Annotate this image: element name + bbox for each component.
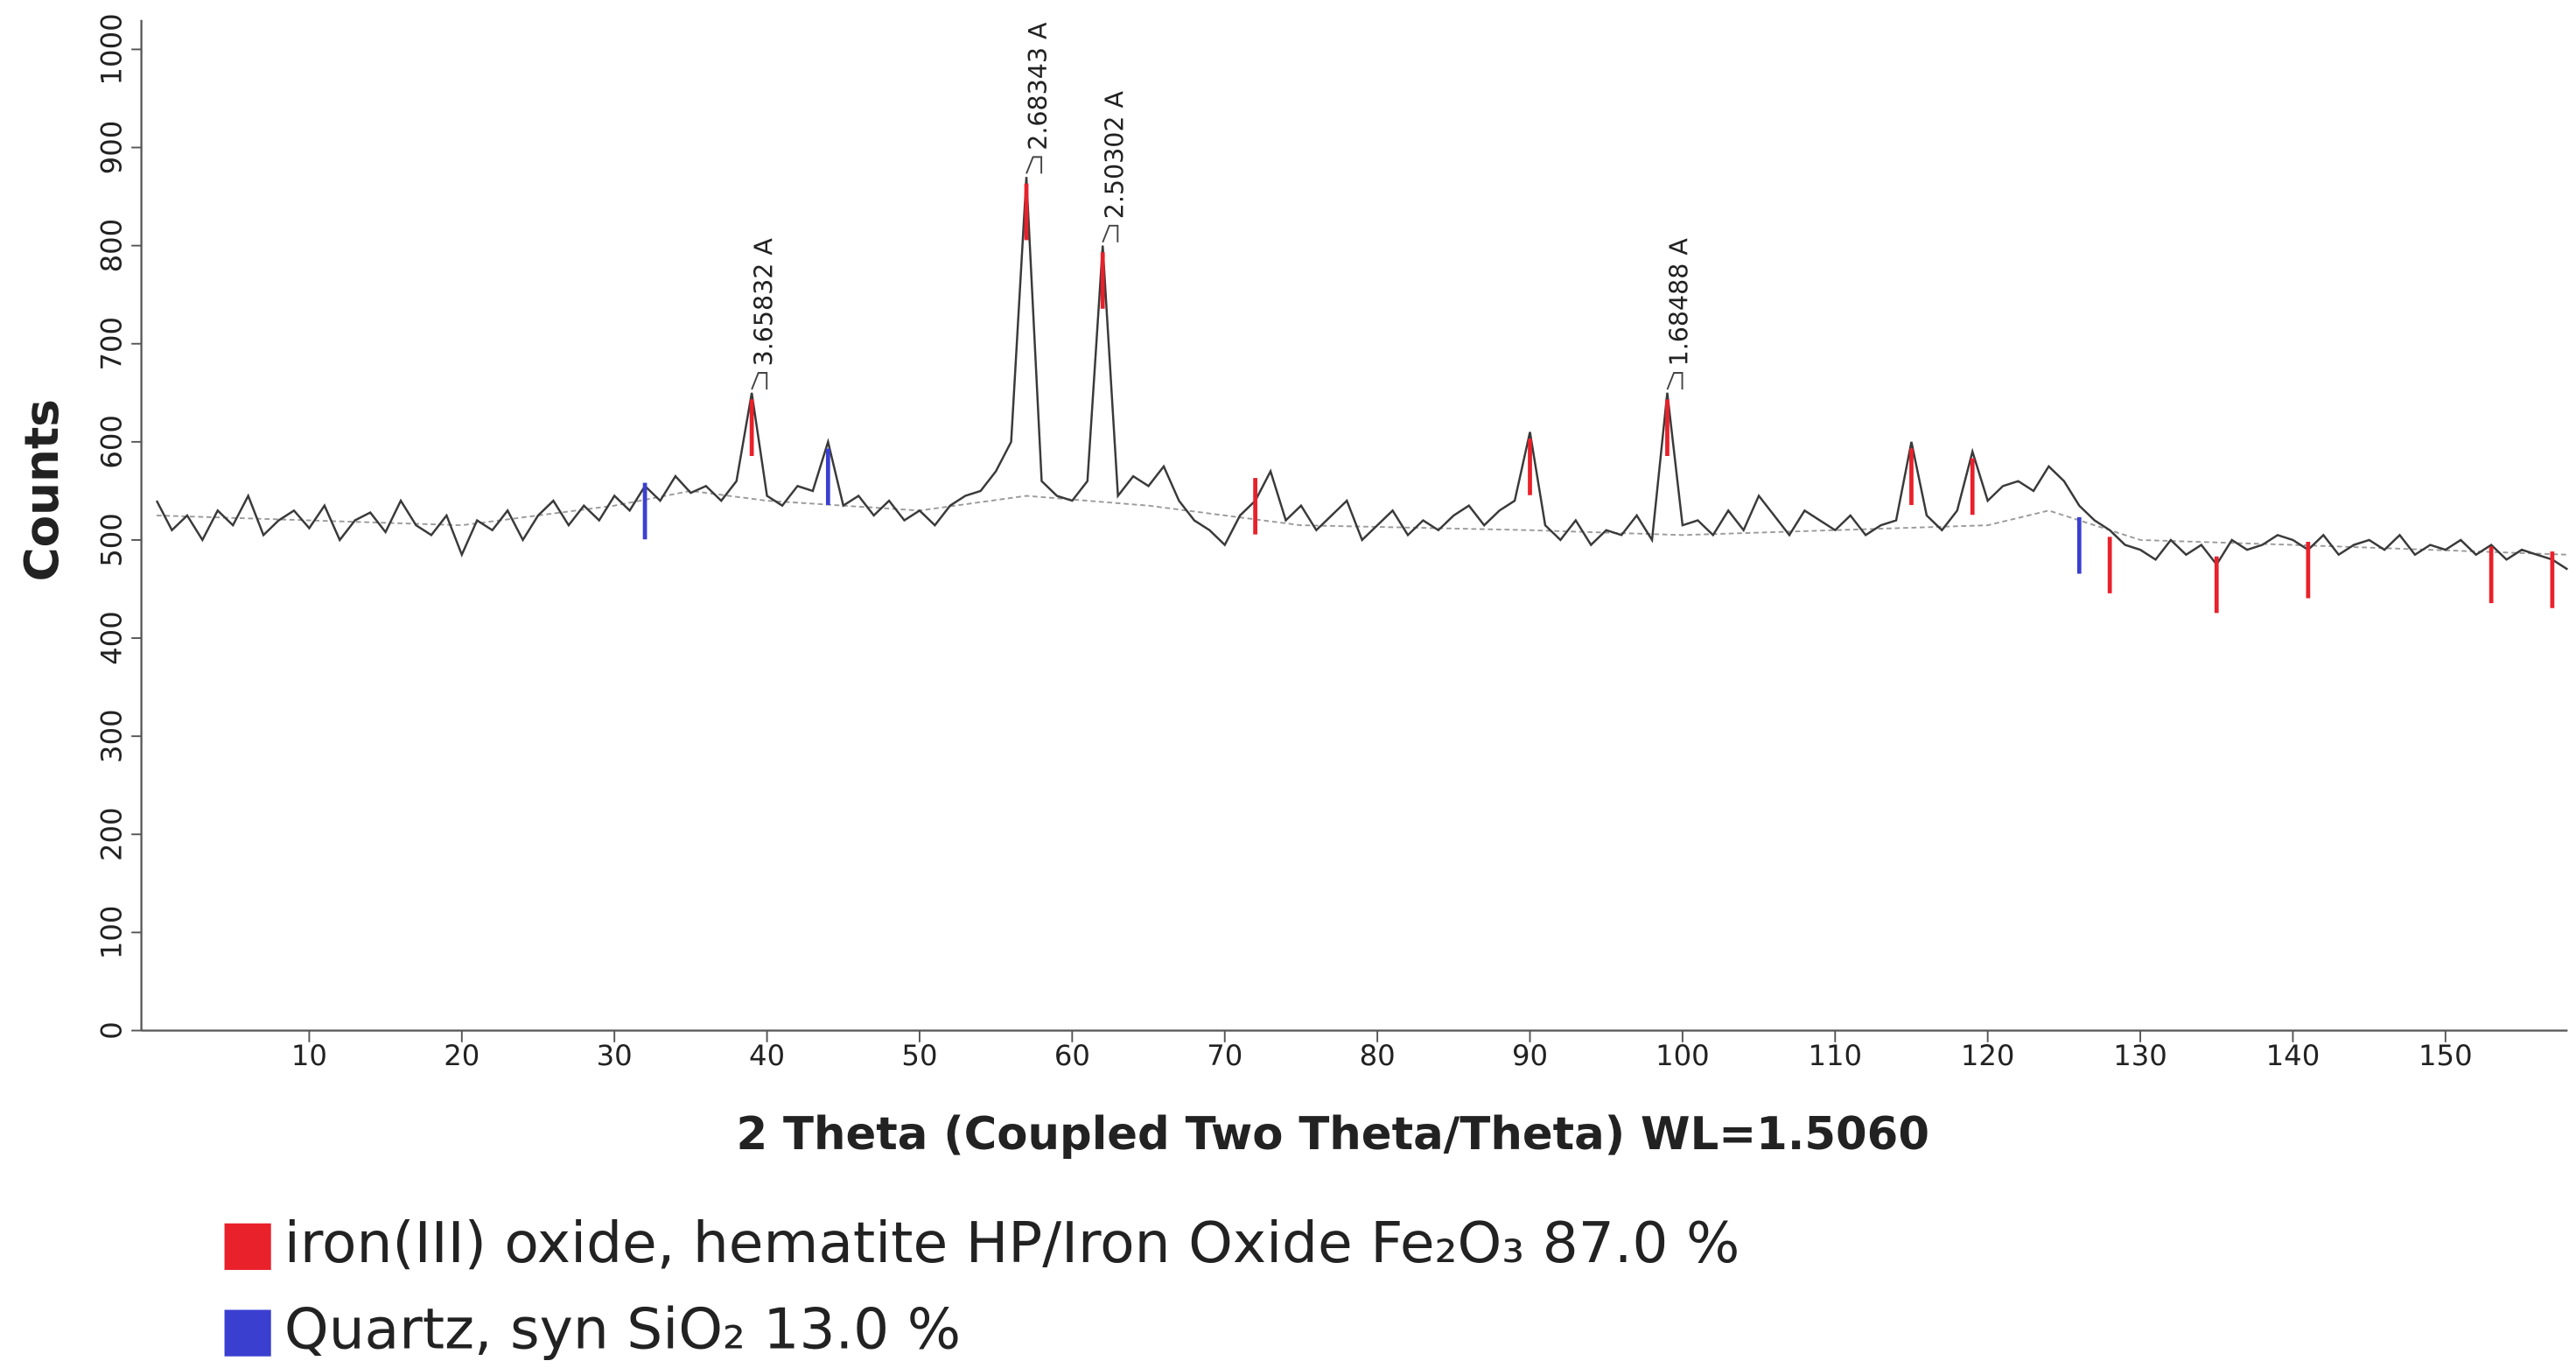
x-tick-label: 30: [597, 1039, 633, 1072]
y-tick-label: 0: [94, 1021, 128, 1040]
annotation: 2.50302 A: [1100, 90, 1129, 219]
x-tick-label: 100: [1656, 1039, 1710, 1072]
y-tick-label: 900: [94, 121, 128, 175]
x-tick-label: 20: [444, 1039, 480, 1072]
annotation: 3.65832 A: [749, 238, 778, 367]
x-tick-label: 150: [2418, 1039, 2473, 1072]
legend-swatch: [224, 1223, 271, 1270]
y-tick-label: 1000: [94, 13, 128, 85]
y-tick-label: 200: [94, 807, 128, 861]
annotation-leader: [1666, 372, 1684, 390]
x-tick-label: 140: [2266, 1039, 2320, 1072]
y-tick-label: 400: [94, 611, 128, 665]
y-tick-label: 800: [94, 219, 128, 273]
y-tick-label: 500: [94, 513, 128, 567]
legend-label: iron(III) oxide, hematite HP/Iron Oxide …: [284, 1210, 1740, 1276]
annotation-leader: [1026, 156, 1043, 174]
x-tick-label: 80: [1360, 1039, 1396, 1072]
annotation-leader: [751, 372, 768, 390]
x-tick-label: 40: [749, 1039, 785, 1072]
x-axis-label: 2 Theta (Coupled Two Theta/Theta) WL=1.5…: [737, 1108, 1929, 1161]
annotation: 2.68343 A: [1024, 22, 1053, 151]
x-tick-label: 130: [2113, 1039, 2167, 1072]
y-tick-label: 600: [94, 415, 128, 469]
pattern-line: [155, 177, 2569, 571]
x-tick-label: 110: [1808, 1039, 1862, 1072]
x-tick-label: 90: [1512, 1039, 1548, 1072]
annotation-leader: [1102, 224, 1119, 243]
background-curve: [156, 489, 2568, 556]
x-tick-label: 10: [291, 1039, 327, 1072]
y-tick-label: 100: [94, 906, 128, 960]
x-tick-label: 70: [1207, 1039, 1242, 1072]
y-tick-label: 700: [94, 317, 128, 371]
legend-swatch: [224, 1309, 271, 1357]
y-tick-label: 300: [94, 709, 128, 763]
x-tick-label: 50: [901, 1039, 937, 1072]
annotation: 1.68488 A: [1665, 238, 1694, 367]
legend-label: Quartz, syn SiO₂ 13.0 %: [284, 1297, 961, 1363]
x-tick-label: 60: [1054, 1039, 1090, 1072]
y-axis-label: Counts: [15, 399, 69, 581]
x-tick-label: 120: [1961, 1039, 2015, 1072]
